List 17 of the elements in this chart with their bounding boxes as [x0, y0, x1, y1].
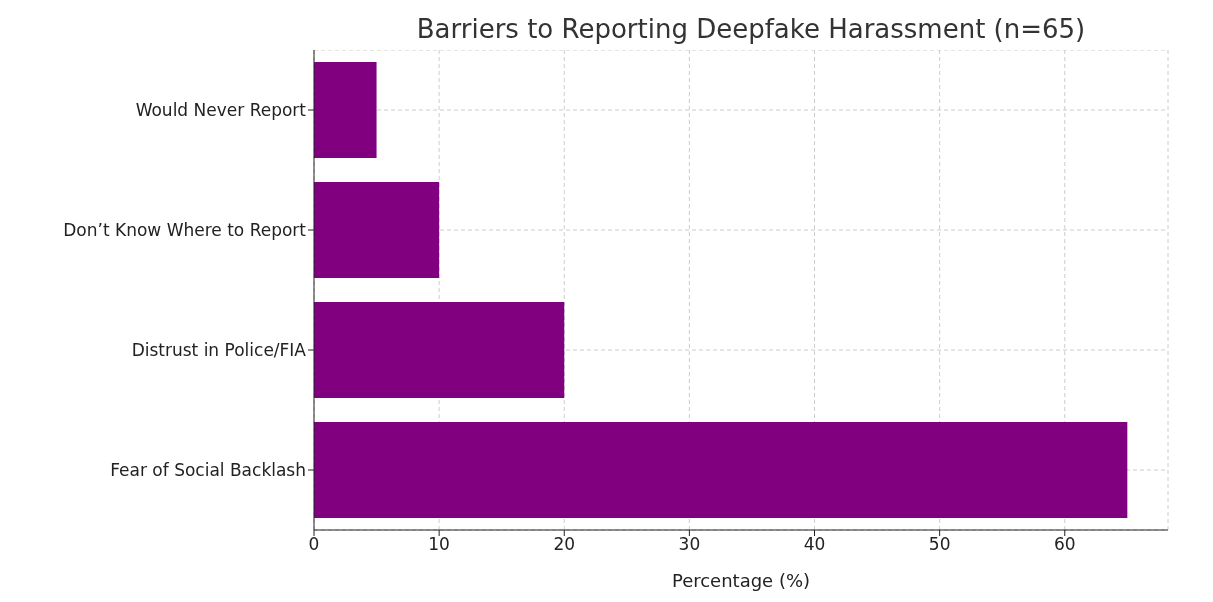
x-tick-label: 30 [678, 534, 701, 555]
y-tick-label: Fear of Social Backlash [110, 460, 306, 481]
y-tick-label: Would Never Report [135, 100, 307, 121]
bar [314, 182, 440, 278]
x-tick-label: 20 [553, 534, 576, 555]
y-tick-label: Don’t Know Where to Report [63, 220, 307, 241]
bar [314, 62, 377, 158]
bar [314, 422, 1128, 518]
x-tick-label: 50 [928, 534, 951, 555]
bar [314, 302, 565, 398]
x-tick-label: 40 [803, 534, 826, 555]
x-axis-title: Percentage (%) [671, 569, 811, 591]
x-tick-label: 0 [308, 534, 320, 555]
x-tick-label: 60 [1053, 534, 1076, 555]
x-tick-label: 10 [428, 534, 450, 555]
y-tick-label: Distrust in Police/FIA [131, 340, 307, 361]
chart-title: Barriers to Reporting Deepfake Harassment (n=65) [415, 13, 1087, 46]
